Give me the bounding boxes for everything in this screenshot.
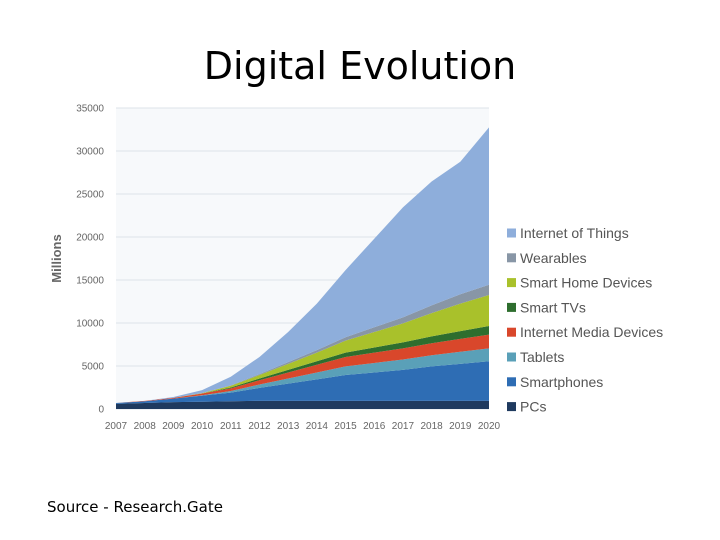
legend-label: Internet of Things: [520, 225, 629, 241]
legend: Internet of Things Wearables Smart Home De…: [507, 225, 663, 415]
legend-label: Wearables: [520, 250, 587, 266]
x-tick-label: 2013: [277, 421, 300, 432]
x-tick-label: 2009: [162, 421, 185, 432]
y-tick-label: 25000: [76, 190, 104, 201]
legend-swatch: [507, 352, 516, 362]
x-tick-label: 2014: [306, 421, 329, 432]
legend-label: Smartphones: [520, 374, 603, 390]
x-axis-ticks: 2007 2008 2009 2010 2011 2012 2013 2014 2015 2016…: [105, 421, 501, 432]
legend-label: Internet Media Devices: [520, 324, 663, 340]
area-pcs: [116, 400, 489, 409]
legend-swatch: [507, 377, 516, 387]
x-tick-label: 2017: [392, 421, 415, 432]
y-tick-label: 30000: [76, 147, 104, 158]
x-tick-label: 2012: [248, 421, 271, 432]
x-tick-label: 2016: [363, 421, 386, 432]
legend-swatch: [507, 228, 516, 238]
y-tick-label: 20000: [76, 233, 104, 244]
x-tick-label: 2007: [105, 421, 128, 432]
area-smart-tvs: [116, 326, 489, 403]
slide-title: Digital Evolution: [203, 44, 517, 88]
y-tick-label: 0: [98, 405, 104, 416]
y-tick-label: 5000: [82, 362, 105, 373]
x-tick-label: 2011: [220, 421, 242, 432]
x-tick-label: 2018: [420, 421, 443, 432]
x-tick-label: 2019: [449, 421, 472, 432]
x-tick-label: 2008: [134, 421, 157, 432]
area-smartphones: [116, 361, 489, 404]
legend-swatch: [507, 402, 516, 412]
legend-swatch: [507, 302, 516, 312]
legend-swatch: [507, 253, 516, 263]
series-areas: [116, 127, 489, 409]
x-tick-label: 2015: [334, 421, 357, 432]
source-caption: Source - Research.Gate: [47, 498, 223, 516]
x-tick-label: 2010: [191, 421, 214, 432]
legend-swatch: [507, 327, 516, 337]
legend-label: Smart Home Devices: [520, 275, 652, 291]
area-internet-media-devices: [116, 334, 489, 403]
area-tablets: [116, 348, 489, 403]
legend-label: Smart TVs: [520, 299, 586, 315]
y-axis-ticks: 0 5000 10000 15000 20000 25000 30000 35000: [76, 104, 104, 416]
legend-label: Tablets: [520, 349, 564, 365]
y-tick-label: 35000: [76, 104, 104, 115]
x-tick-label: 2020: [478, 421, 501, 432]
y-axis-label: Millions: [49, 234, 64, 282]
legend-swatch: [507, 278, 516, 288]
legend-label: PCs: [520, 399, 546, 415]
y-tick-label: 15000: [76, 276, 104, 287]
area-internet-of-things: [116, 127, 489, 403]
y-tick-label: 10000: [76, 319, 104, 330]
